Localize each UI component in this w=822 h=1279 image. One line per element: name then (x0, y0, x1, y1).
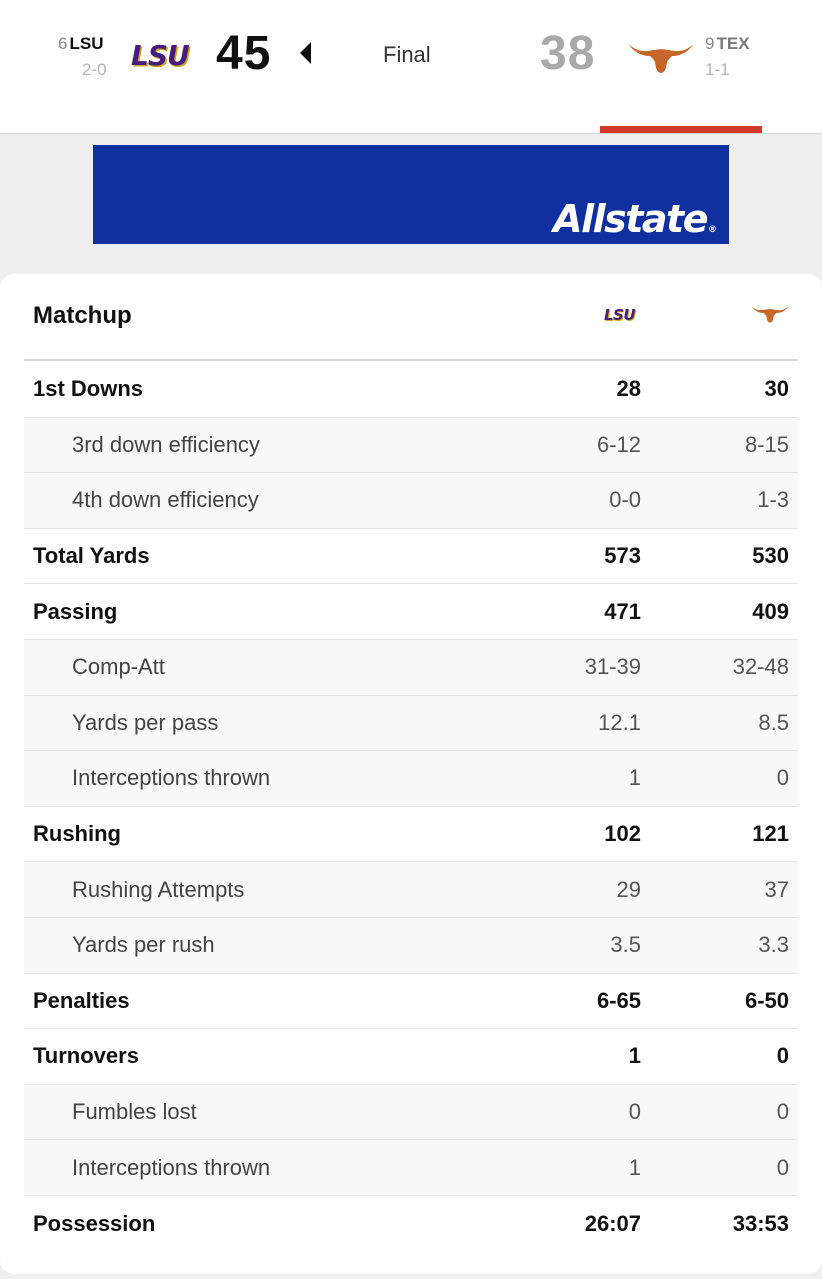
stat-subrow: Yards per pass 12.1 8.5 (24, 695, 798, 752)
stat-value-lsu: 1 (628, 765, 641, 791)
stat-value-lsu: 28 (616, 376, 641, 402)
longhorn-column-icon (751, 306, 789, 323)
stat-row: Penalties 6-65 6-50 (24, 974, 798, 1030)
stat-subrow: 4th down efficiency 0-0 1-3 (24, 473, 798, 529)
stat-label: 1st Downs (33, 376, 144, 402)
stat-subrow: Interceptions thrown 1 0 (24, 751, 798, 807)
away-team-record: 2-0 (82, 60, 107, 79)
stat-label: Turnovers (33, 1043, 139, 1069)
stat-value-lsu: 102 (604, 821, 641, 847)
scoreboard-header: 6 LSU 2-0 LSU 45 Final 38 9 TEX 1-1 (0, 0, 822, 134)
stat-subrow: Fumbles lost 0 0 (24, 1084, 798, 1141)
stat-row: Possession 26:07 33:53 (24, 1196, 798, 1252)
ad-brand-logo: Allstate® (553, 197, 717, 241)
away-team-abbr: LSU (69, 34, 104, 53)
ad-banner[interactable]: Allstate® (93, 145, 729, 244)
stat-value-tex: 0 (776, 765, 789, 791)
stat-label: Possession (33, 1210, 156, 1236)
stat-label: Interceptions thrown (72, 1154, 271, 1180)
lsu-logo[interactable]: LSU (131, 39, 190, 72)
stat-subrow: Yards per rush 3.5 3.3 (24, 917, 798, 974)
stat-value-lsu: 471 (604, 598, 641, 624)
selected-tab-indicator (600, 126, 762, 133)
stat-subrow: Comp-Att 31-39 32-48 (24, 639, 798, 696)
stat-label: Passing (33, 598, 118, 624)
stat-label: Rushing Attempts (72, 876, 245, 902)
stat-subrow: 3rd down efficiency 6-12 8-15 (24, 417, 798, 474)
matchup-header: Matchup LSU (24, 274, 798, 361)
matchup-card: Matchup LSU 1st Downs 28 30 3rd down effici… (0, 274, 822, 1274)
stat-value-tex: 37 (764, 876, 789, 902)
stats-table: 1st Downs 28 30 3rd down efficiency 6-12 8-15… (24, 362, 798, 1252)
stat-value-lsu: 1 (628, 1154, 641, 1180)
stat-value-tex: 30 (764, 376, 789, 402)
stat-value-lsu: 6-65 (596, 987, 641, 1013)
stat-value-tex: 3.3 (758, 932, 789, 958)
stat-value-tex: 409 (752, 598, 789, 624)
longhorn-icon[interactable] (628, 38, 694, 74)
stat-value-lsu: 573 (604, 543, 641, 569)
registered-mark: ® (708, 225, 717, 235)
stat-label: Fumbles lost (72, 1099, 197, 1125)
game-status: Final (383, 42, 431, 67)
stat-value-tex: 6-50 (744, 987, 789, 1013)
stat-label: 4th down efficiency (72, 487, 259, 513)
away-team-rank-abbr[interactable]: 6 LSU (58, 34, 103, 54)
stat-value-lsu: 3.5 (610, 932, 641, 958)
stat-value-lsu: 0 (628, 1099, 641, 1125)
stat-value-tex: 0 (776, 1099, 789, 1125)
away-team-rank: 6 (58, 34, 68, 53)
stat-value-lsu: 12.1 (598, 709, 641, 735)
stat-row: Passing 471 409 (24, 584, 798, 640)
stat-value-tex: 32-48 (732, 654, 789, 680)
stat-row: Total Yards 573 530 (24, 529, 798, 585)
stat-label: Rushing (33, 821, 121, 847)
stat-value-lsu: 1 (628, 1043, 641, 1069)
stat-label: Comp-Att (72, 654, 165, 680)
stat-subrow: Interceptions thrown 1 0 (24, 1140, 798, 1196)
lsu-column-logo: LSU (604, 306, 636, 324)
stat-label: Yards per pass (72, 709, 219, 735)
winner-arrow-icon (300, 42, 311, 64)
home-team-abbr: TEX (716, 34, 750, 53)
ad-brand-text: Allstate (553, 197, 708, 241)
stat-value-tex: 121 (752, 821, 789, 847)
stat-value-lsu: 6-12 (596, 431, 641, 457)
stat-value-lsu: 26:07 (584, 1210, 641, 1236)
stat-label: Total Yards (33, 543, 150, 569)
stat-label: Yards per rush (72, 932, 215, 958)
stat-row: Rushing 102 121 (24, 807, 798, 863)
stat-value-tex: 0 (776, 1043, 789, 1069)
stat-value-tex: 33:53 (732, 1210, 789, 1236)
stat-subrow: Rushing Attempts 29 37 (24, 862, 798, 918)
home-team-rank-abbr[interactable]: 9 TEX (705, 34, 750, 54)
away-team-score: 45 (216, 27, 272, 80)
home-team-score: 38 (540, 27, 596, 80)
stat-label: 3rd down efficiency (72, 431, 260, 457)
stat-value-tex: 1-3 (757, 487, 789, 513)
stat-value-tex: 0 (776, 1154, 789, 1180)
stat-value-lsu: 0-0 (609, 487, 641, 513)
stat-row: 1st Downs 28 30 (24, 362, 798, 418)
home-team-record: 1-1 (705, 60, 730, 79)
stat-label: Penalties (33, 987, 130, 1013)
stat-row: Turnovers 1 0 (24, 1029, 798, 1085)
stat-value-tex: 8.5 (758, 709, 789, 735)
stat-value-lsu: 31-39 (584, 654, 641, 680)
stat-value-lsu: 29 (616, 876, 641, 902)
matchup-title: Matchup (33, 302, 132, 329)
home-team-rank: 9 (705, 34, 715, 53)
stat-label: Interceptions thrown (72, 765, 271, 791)
stat-value-tex: 530 (752, 543, 789, 569)
stat-value-tex: 8-15 (744, 431, 789, 457)
